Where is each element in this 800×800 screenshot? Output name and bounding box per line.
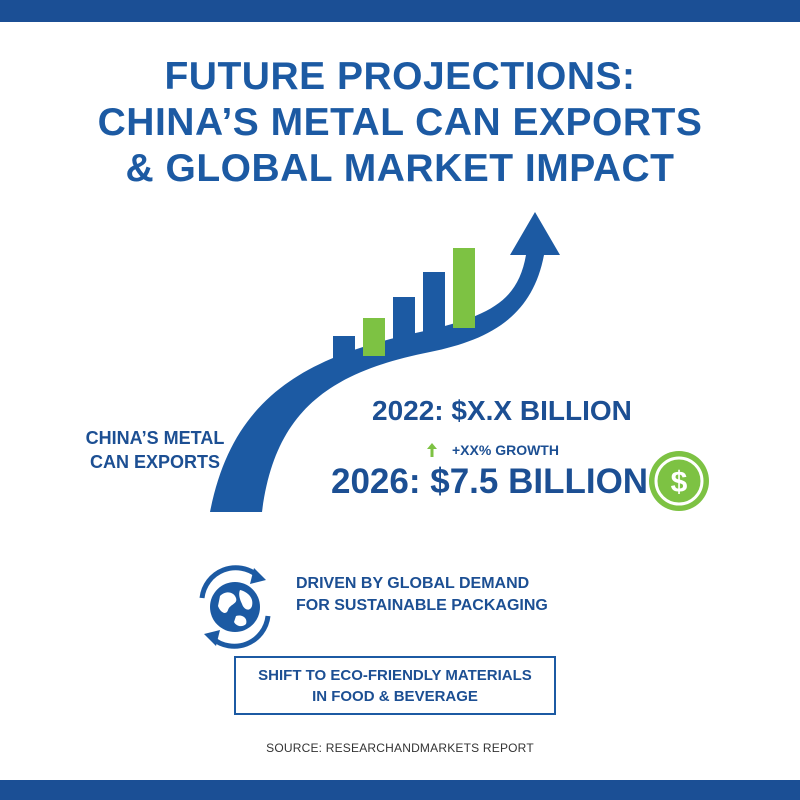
title-line-3: & GLOBAL MARKET IMPACT <box>125 147 675 190</box>
shift-callout: SHIFT TO ECO-FRIENDLY MATERIALS IN FOOD … <box>234 656 556 715</box>
bottom-band <box>0 780 800 800</box>
bar-2 <box>363 318 385 356</box>
page-title: FUTURE PROJECTIONS: CHINA’S METAL CAN EX… <box>0 54 800 192</box>
bar-1 <box>333 336 355 364</box>
up-arrow-icon <box>427 443 437 457</box>
exports-label-line-1: CHINA’S METAL <box>85 428 225 448</box>
value-2026: 2026: $7.5 BILLION <box>331 462 649 501</box>
title-line-1: FUTURE PROJECTIONS: <box>164 55 636 98</box>
driver-text: DRIVEN BY GLOBAL DEMAND FOR SUSTAINABLE … <box>296 573 548 617</box>
shift-line-2: IN FOOD & BEVERAGE <box>312 688 478 705</box>
bar-5 <box>453 248 475 328</box>
exports-label-line-2: CAN EXPORTS <box>89 452 221 472</box>
driver-line-1: DRIVEN BY GLOBAL DEMAND <box>296 575 530 592</box>
svg-text:$: $ <box>671 466 688 499</box>
driver-line-2: FOR SUSTAINABLE PACKAGING <box>296 597 548 614</box>
top-band <box>0 0 800 22</box>
bar-4 <box>423 272 445 340</box>
dollar-icon: $ <box>649 451 709 511</box>
growth-label: +XX% GROWTH <box>452 442 559 458</box>
title-line-2: CHINA’S METAL CAN EXPORTS <box>97 101 703 144</box>
source-note: SOURCE: RESEARCHANDMARKETS REPORT <box>266 741 534 755</box>
shift-line-1: SHIFT TO ECO-FRIENDLY MATERIALS <box>258 667 532 684</box>
growth-row: +XX% GROWTH <box>426 440 559 460</box>
value-2022: 2022: $X.X BILLION <box>372 395 632 426</box>
exports-label: CHINA’S METAL CAN EXPORTS <box>60 426 250 474</box>
globe-recycle-icon <box>199 565 271 649</box>
bar-3 <box>393 297 415 347</box>
